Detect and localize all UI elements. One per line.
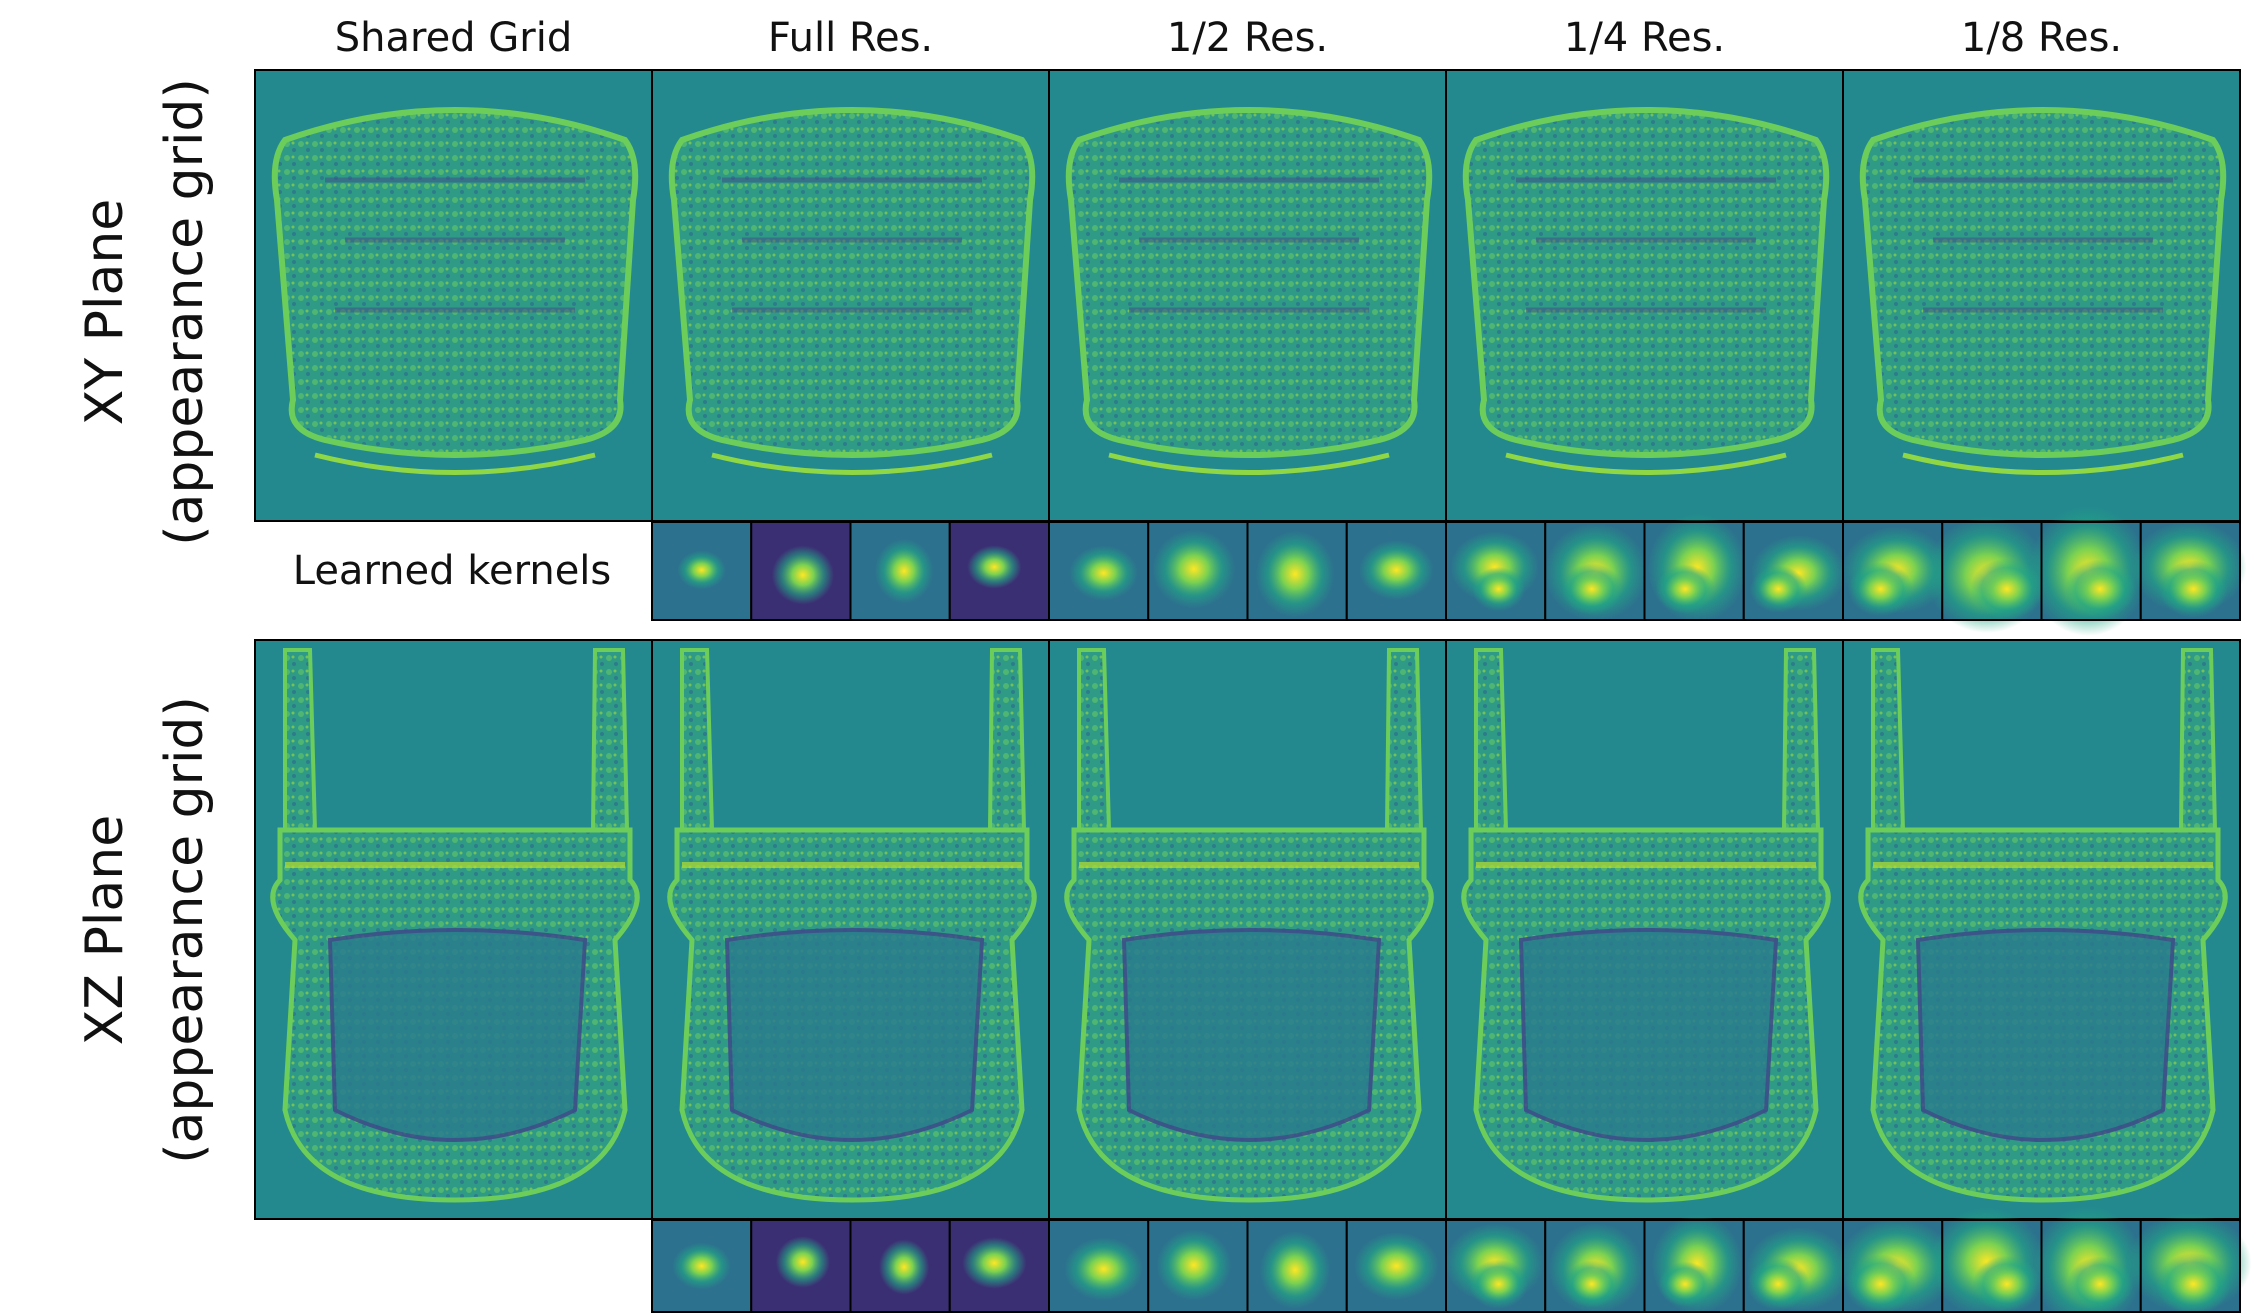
kernel-blob — [2156, 1253, 2230, 1313]
row-sublabel: (appearance grid) — [155, 78, 215, 545]
row-sublabel: (appearance grid) — [155, 696, 215, 1163]
kernels-label: Learned kernels — [293, 548, 612, 594]
column-header: Full Res. — [768, 15, 933, 61]
kernel-blob — [776, 1236, 830, 1287]
panel-image — [1446, 640, 1843, 1219]
figure: Shared Grid Full Res. 1/2 Res. 1/4 Res. 1/8 … — [0, 0, 2254, 1313]
panel-image — [1843, 70, 2240, 521]
kernel-blob — [2067, 1257, 2133, 1312]
kernel-blob — [2065, 560, 2136, 619]
panel-image — [652, 640, 1049, 1219]
panel-image — [1049, 70, 1446, 521]
panels — [255, 70, 2251, 1313]
row-label: XZ Plane — [75, 815, 135, 1045]
kernel-blob — [2159, 561, 2227, 618]
kernel-blob — [1658, 1262, 1712, 1307]
kernel-blob — [875, 539, 933, 603]
panel-image — [255, 70, 652, 521]
panel-image — [1446, 70, 1843, 521]
kernel-blob — [1472, 567, 1525, 611]
kernel-blob — [1750, 566, 1806, 613]
kernel-blob — [1848, 562, 1913, 616]
kernel-blob — [1845, 1255, 1916, 1313]
kernel-blob — [967, 545, 1021, 588]
kernel-blob — [1359, 540, 1433, 599]
panel-image — [1049, 640, 1446, 1219]
column-headers: Shared Grid Full Res. 1/2 Res. 1/4 Res. 1/8 … — [335, 15, 2122, 61]
kernel-blob — [1153, 530, 1235, 608]
page: {"columns": ["Shared Grid", "Full Res.",… — [0, 0, 2254, 1313]
kernel-blob — [1065, 1238, 1143, 1300]
kernel-blob — [1973, 1256, 2041, 1313]
kernel-blob — [678, 551, 726, 589]
kernel-blob — [1564, 1261, 1620, 1308]
column-header: Shared Grid — [335, 15, 572, 61]
kernel-blob — [879, 1240, 929, 1295]
kernel-blob — [1157, 1230, 1231, 1300]
kernel-blob — [1561, 564, 1622, 615]
column-header: 1/4 Res. — [1564, 15, 1725, 61]
panel-image — [255, 640, 652, 1219]
row-label: XY Plane — [75, 199, 135, 426]
column-header: 1/2 Res. — [1167, 15, 1328, 61]
kernel-blob — [1070, 546, 1138, 600]
kernel-blob — [962, 1237, 1026, 1288]
kernel-blob — [1656, 565, 1715, 614]
kernel-blob — [1747, 1258, 1809, 1310]
kernel-blob — [1354, 1232, 1438, 1299]
column-header: 1/8 Res. — [1961, 15, 2122, 61]
kernel-blob — [673, 1243, 731, 1289]
kernel-blob — [772, 546, 834, 605]
kernel-blob — [1256, 531, 1334, 617]
kernel-blob — [1469, 1260, 1528, 1309]
panel-image — [1843, 640, 2240, 1219]
kernel-blob — [1260, 1232, 1330, 1309]
panel-image — [652, 70, 1049, 521]
